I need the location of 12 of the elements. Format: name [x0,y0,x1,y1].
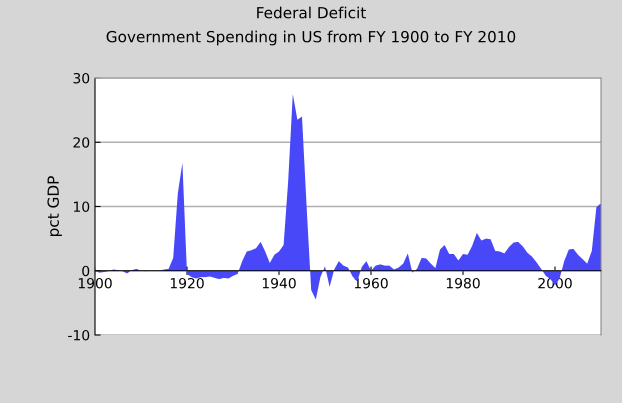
chart-title: Federal Deficit [257,6,366,18]
y-axis-title: pct GDP [47,176,62,236]
chart-subtitle: Government Spending in US from FY 1900 to FY 2010 [106,30,516,46]
y-tick-label: 10 [74,201,90,212]
x-tick-label: 1960 [354,278,388,288]
x-tick-label: 1940 [262,278,296,288]
y-tick-label: -10 [68,330,90,340]
x-tick-label: 1980 [446,278,480,288]
x-tick-label: 1920 [170,278,204,288]
y-tick-label: 30 [74,72,90,84]
y-tick-label: 20 [73,137,90,148]
y-tick-label: 0 [82,266,90,276]
